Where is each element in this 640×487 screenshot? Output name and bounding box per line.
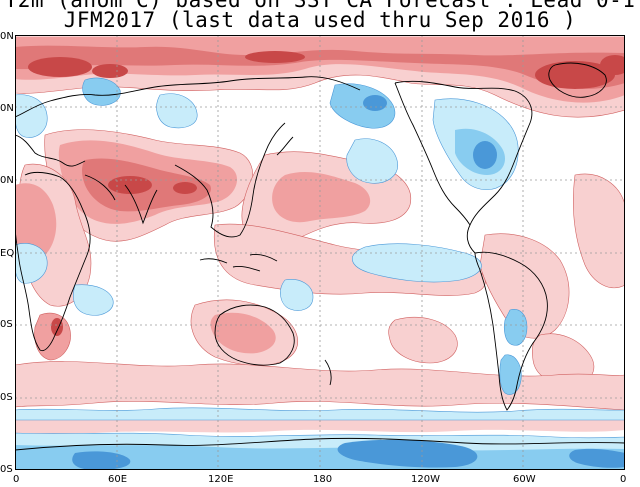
- map-area: [15, 35, 625, 470]
- lon-label-120w: 120W: [411, 474, 440, 485]
- lat-lon-grid: [15, 35, 625, 470]
- lon-label-60e: 60E: [108, 474, 128, 485]
- lon-label-0-right: 0: [620, 474, 627, 485]
- lon-label-60w: 60W: [513, 474, 536, 485]
- map-title-line-2: JFM2017 (last data used thru Sep 2016 ): [63, 8, 577, 32]
- warm-anomaly-areas: [15, 35, 625, 434]
- lat-label-eq: EQ: [0, 248, 15, 259]
- lat-label-40s: 0S: [0, 392, 13, 403]
- coastlines: [15, 62, 625, 451]
- lat-label-20n: 0N: [0, 175, 14, 186]
- lat-label-40n: 0N: [0, 103, 14, 114]
- lon-label-180: 180: [313, 474, 333, 485]
- cold-anomaly-areas: [15, 77, 625, 470]
- lat-label-20s: 0S: [0, 319, 13, 330]
- lat-label-60s: 0S: [0, 464, 13, 475]
- anomaly-map-svg: [15, 35, 625, 470]
- lon-label-0-left: 0: [13, 474, 20, 485]
- lat-label-60n: 0N: [0, 31, 14, 42]
- lon-label-120e: 120E: [208, 474, 234, 485]
- map-title-line-1: T2m (anom C) based on SST CA Forecast : …: [4, 0, 636, 12]
